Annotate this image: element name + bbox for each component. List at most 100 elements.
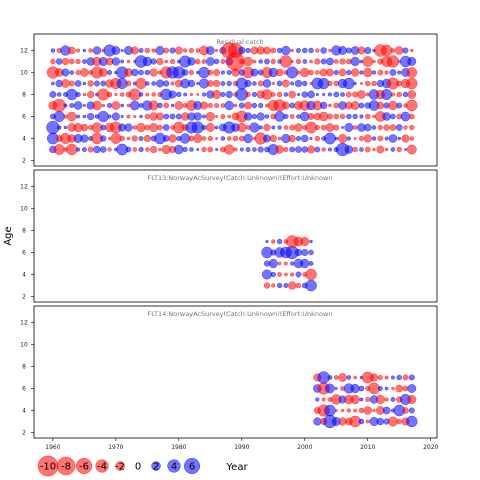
residual-bubble: [359, 147, 364, 152]
residual-bubble: [369, 373, 379, 382]
residual-bubble: [145, 147, 150, 152]
residual-bubble: [409, 136, 414, 141]
residual-bubble: [196, 147, 200, 151]
legend-bubble: [183, 457, 201, 475]
residual-bubble: [395, 384, 404, 393]
residual-bubble: [257, 146, 264, 153]
y-tick-label: 8: [22, 92, 26, 99]
residual-bubble: [107, 102, 113, 109]
residual-bubble: [207, 103, 213, 108]
residual-bubble: [359, 82, 363, 85]
residual-bubble: [56, 92, 62, 97]
residual-bubble: [162, 135, 170, 142]
y-tick-label: 4: [22, 272, 26, 279]
residual-bubble: [352, 146, 358, 153]
residual-bubble: [384, 70, 389, 75]
residual-bubble: [295, 135, 301, 141]
residual-bubble: [353, 137, 357, 140]
residual-bubble: [68, 58, 75, 65]
residual-bubble: [345, 91, 352, 98]
residual-bubble: [334, 59, 339, 64]
residual-bubble: [277, 125, 282, 130]
residual-bubble: [395, 124, 403, 131]
residual-bubble: [270, 271, 276, 278]
residual-bubble: [396, 374, 402, 381]
residual-bubble: [300, 67, 310, 78]
residual-bubble: [327, 147, 332, 152]
residual-bubble: [334, 136, 339, 141]
residual-bubble: [67, 111, 77, 122]
residual-bubble: [220, 70, 225, 75]
residual-bubble: [155, 46, 165, 55]
residual-bubble: [201, 136, 207, 141]
residual-bubble: [270, 58, 276, 65]
residual-bubble: [320, 47, 327, 54]
residual-bubble: [51, 81, 55, 86]
residual-bubble: [377, 386, 383, 391]
y-tick-label: 4: [22, 136, 26, 143]
residual-bubble: [264, 114, 270, 119]
residual-bubble: [119, 135, 125, 142]
residual-bubble: [318, 111, 329, 122]
residual-bubble: [76, 48, 81, 53]
y-tick-label: 2: [22, 294, 26, 301]
residual-bubble: [243, 56, 253, 67]
residual-bubble: [233, 103, 238, 108]
residual-bubble: [407, 57, 417, 66]
residual-bubble: [252, 59, 257, 64]
residual-bubble: [213, 58, 220, 65]
residual-bubble: [111, 112, 120, 121]
residual-bubble: [315, 397, 320, 402]
residual-bubble: [263, 134, 271, 143]
residual-bubble: [120, 49, 124, 53]
residual-bubble: [403, 125, 408, 130]
residual-bubble: [82, 48, 87, 53]
residual-bubble: [126, 59, 131, 64]
residual-bubble: [82, 114, 87, 119]
residual-bubble: [164, 59, 169, 64]
residual-bubble: [283, 92, 289, 97]
residual-bubble: [263, 282, 271, 289]
residual-bubble: [107, 70, 113, 75]
residual-bubble: [243, 112, 253, 121]
residual-bubble: [321, 147, 326, 152]
residual-bubble: [268, 258, 278, 269]
residual-bubble: [320, 124, 327, 131]
residual-bubble: [69, 103, 75, 108]
residual-bubble: [269, 134, 277, 143]
residual-bubble: [381, 89, 393, 100]
residual-bubble: [320, 58, 327, 65]
residual-bubble: [371, 80, 377, 87]
y-tick-label: 4: [22, 408, 26, 415]
panel-3-title: FLT14:NorwayAcSurvey(Catch:Unknown)(Effo…: [148, 310, 333, 318]
residual-bubble: [359, 397, 364, 402]
residual-bubble: [358, 102, 365, 109]
residual-bubble: [396, 91, 402, 98]
residual-bubble: [290, 48, 294, 53]
residual-bubble: [333, 124, 340, 131]
residual-bubble: [309, 239, 313, 244]
residual-bubble: [288, 134, 296, 143]
residual-bubble: [282, 79, 290, 88]
residual-bubble: [408, 407, 415, 414]
residual-bubble: [364, 146, 371, 153]
residual-bubble: [120, 103, 124, 108]
residual-bubble: [205, 111, 215, 122]
residual-bubble: [237, 122, 247, 133]
residual-bubble: [252, 81, 257, 86]
residual-bubble: [325, 383, 335, 394]
residual-bubble: [277, 136, 282, 141]
residual-bubble: [314, 124, 320, 131]
residual-bubble: [295, 146, 302, 153]
residual-bubble: [151, 92, 156, 97]
residual-bubble: [73, 101, 83, 110]
residual-bubble: [205, 57, 215, 66]
residual-bubble: [212, 89, 222, 100]
residual-bubble: [205, 123, 215, 132]
residual-bubble: [321, 397, 326, 402]
residual-bubble: [169, 58, 176, 65]
residual-bubble: [315, 70, 320, 75]
residual-bubble: [275, 68, 284, 77]
residual-bubble: [49, 91, 57, 98]
